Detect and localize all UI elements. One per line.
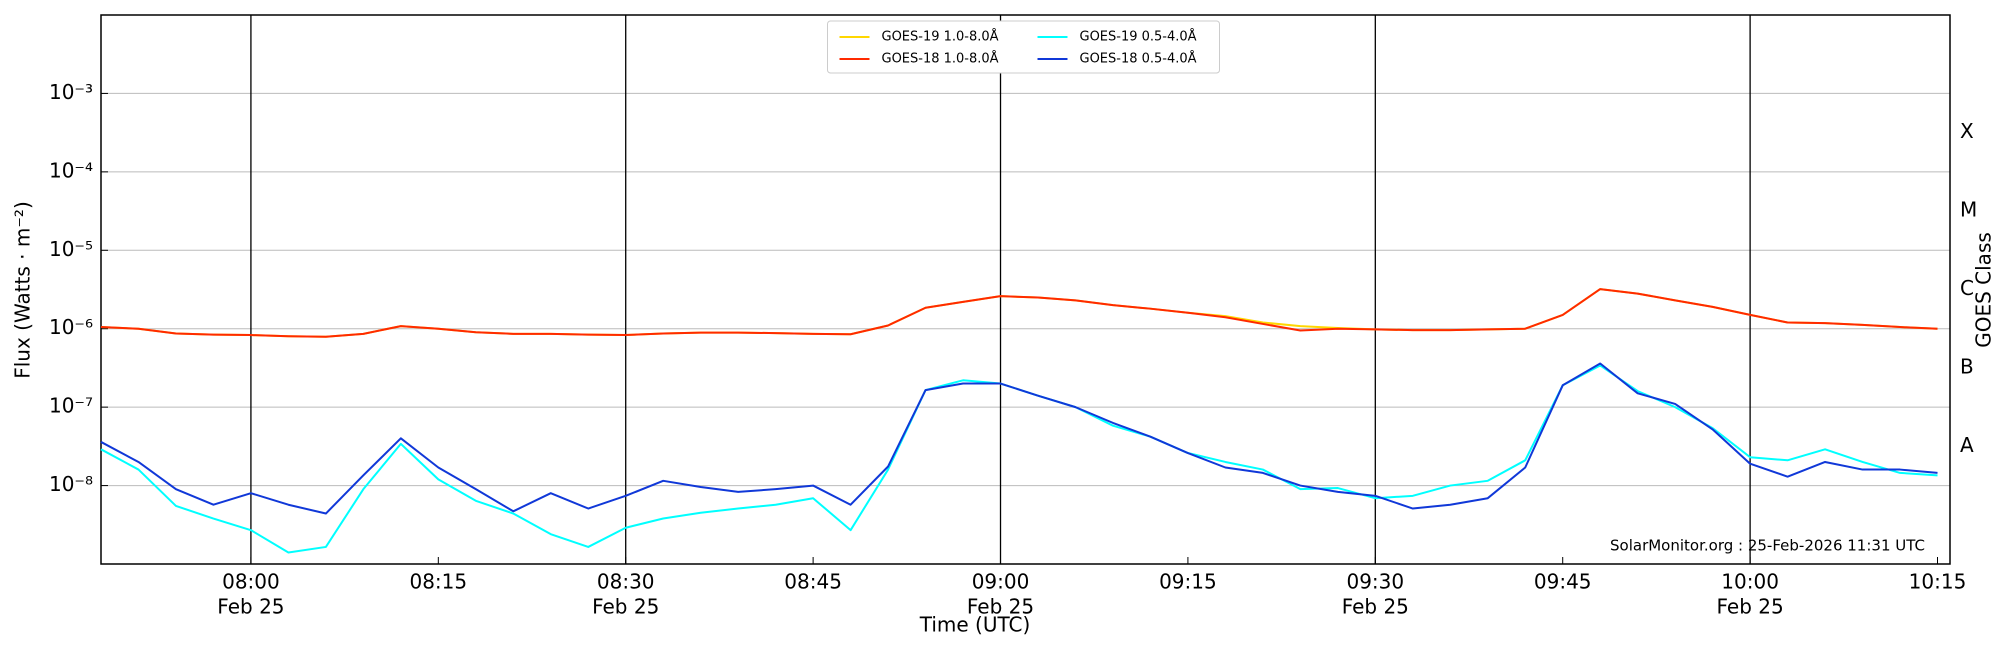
x-tick-label: 08:00: [222, 570, 280, 594]
x-tick-label: 10:15: [1909, 570, 1967, 594]
series-line: [100, 364, 1938, 554]
x-tick-label: 08:30: [597, 570, 655, 594]
series-line: [100, 362, 1938, 515]
x-tick-label: 09:30: [1346, 570, 1404, 594]
series-group: [100, 288, 1938, 554]
annotation: SolarMonitor.org : 25-Feb-2026 11:31 UTC: [1610, 537, 1925, 555]
x-tick-date: Feb 25: [1342, 595, 1409, 619]
y-tick-label: 10⁻³: [49, 80, 93, 104]
series-line: [100, 288, 1938, 338]
y2-tick-label: C: [1960, 276, 1974, 300]
y2-tick-label: B: [1960, 354, 1974, 378]
legend-frame: [827, 20, 1220, 74]
x-tick-date: Feb 25: [592, 595, 659, 619]
legend-label: GOES-19 0.5-4.0Å: [1080, 29, 1197, 45]
y-tick-label: 10⁻⁵: [49, 237, 93, 261]
x-tick-date: Feb 25: [1716, 595, 1783, 619]
y2-tick-label: X: [1960, 119, 1974, 143]
y-tick-label: 10⁻⁶: [49, 315, 93, 339]
legend-label: GOES-18 1.0-8.0Å: [882, 51, 999, 67]
x-tick-date: Feb 25: [217, 595, 284, 619]
x-tick-date: Feb 25: [967, 595, 1034, 619]
y2-tick-label: M: [1960, 198, 1977, 222]
x-tick-label: 09:45: [1534, 570, 1592, 594]
legend-label: GOES-19 1.0-8.0Å: [882, 29, 999, 45]
x-tick-label: 09:00: [972, 570, 1030, 594]
x-tick-label: 08:15: [409, 570, 467, 594]
x-tick-label: 08:45: [784, 570, 842, 594]
x-tick-label: 10:00: [1721, 570, 1779, 594]
x-tick-label: 09:15: [1159, 570, 1217, 594]
y2-axis-label: GOES Class: [1972, 232, 1996, 348]
y-tick-label: 10⁻⁷: [49, 394, 93, 418]
legend-label: GOES-18 0.5-4.0Å: [1080, 51, 1197, 67]
y-tick-label: 10⁻⁸: [49, 472, 93, 496]
y-tick-label: 10⁻⁴: [49, 158, 93, 182]
y2-tick-label: A: [1960, 433, 1974, 457]
y-axis-label: Flux (Watts · m⁻²): [11, 201, 35, 379]
legend: GOES-19 1.0-8.0Å GOES-18 1.0-8.0Å GOES-19 …: [827, 20, 1220, 74]
grid: [101, 15, 1950, 564]
x-axis-label: Time (UTC): [919, 613, 1031, 637]
plot-frame: [100, 14, 1951, 565]
